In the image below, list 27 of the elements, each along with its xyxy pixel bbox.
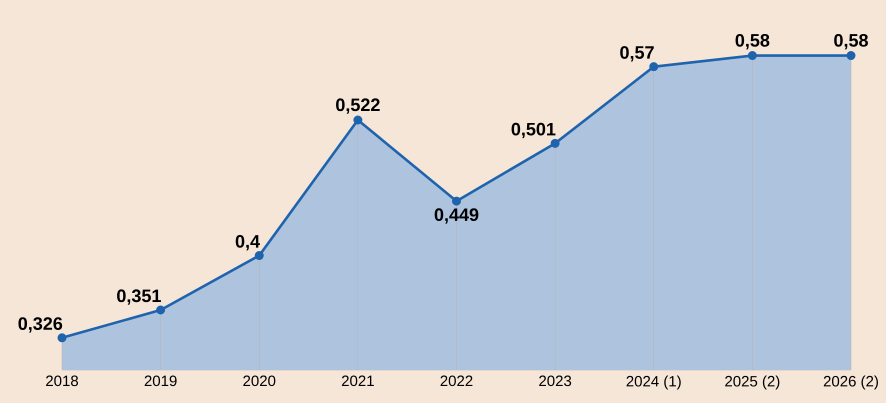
- x-tick-label: 2024 (1): [626, 376, 681, 390]
- x-tick-label: 2019: [144, 376, 177, 386]
- data-label: 0,501: [512, 122, 556, 138]
- point: [58, 333, 67, 342]
- x-tick-label: 2021: [342, 376, 374, 386]
- point: [156, 306, 166, 314]
- data-label: 0,351: [117, 289, 161, 305]
- point: [748, 51, 757, 60]
- data-label: 0,58: [736, 34, 770, 50]
- data-label: 0,522: [336, 98, 380, 114]
- x-tick-label: 2025 (2): [725, 376, 780, 390]
- data-label: 0,326: [18, 317, 62, 333]
- x-tick-label: 2018: [46, 376, 78, 386]
- x-tick-label: 2023: [539, 376, 572, 386]
- point: [254, 251, 264, 260]
- point: [550, 138, 560, 148]
- x-tick-label: 2020: [243, 376, 276, 386]
- point: [846, 51, 856, 60]
- data-label: 0,449: [434, 208, 478, 224]
- data-label: 0,57: [620, 46, 654, 62]
- data-label: 0,58: [834, 34, 868, 50]
- point: [649, 62, 658, 72]
- point: [353, 116, 362, 124]
- x-tick-label: 2022: [440, 376, 472, 386]
- point: [452, 196, 461, 206]
- data-label: 0,4: [236, 234, 260, 250]
- x-tick-label: 2026 (2): [824, 376, 878, 390]
